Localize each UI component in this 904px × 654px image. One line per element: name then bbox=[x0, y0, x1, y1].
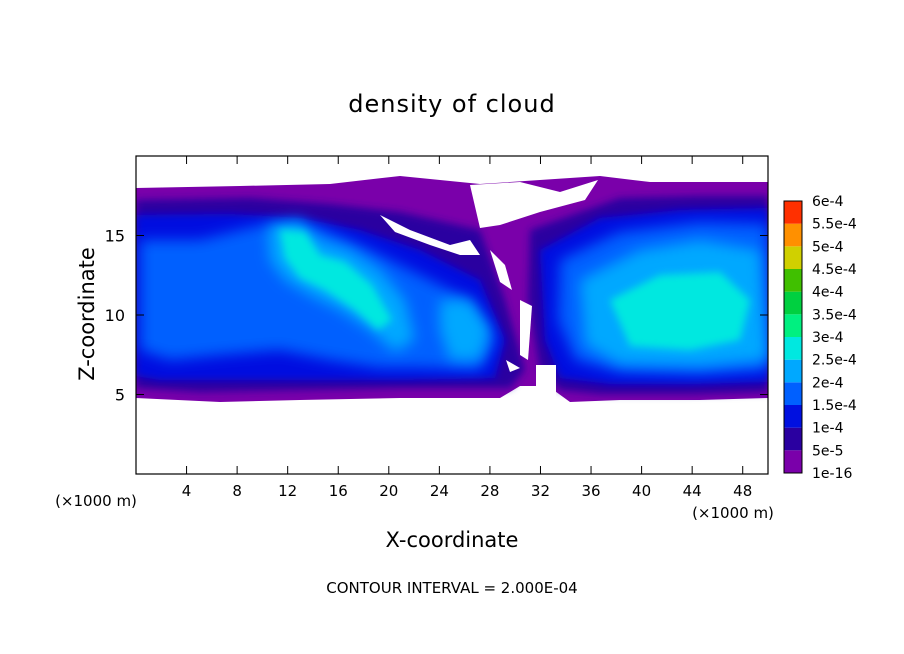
x-tick-label: 28 bbox=[480, 482, 499, 500]
x-tick-label: 4 bbox=[182, 482, 192, 500]
colorbar-label: 4.5e-4 bbox=[812, 262, 857, 278]
colorbar-swatch bbox=[784, 291, 802, 315]
plot-area bbox=[136, 176, 768, 402]
y-tick-label: 15 bbox=[105, 227, 125, 246]
x-tick-label: 8 bbox=[232, 482, 242, 500]
clear-air-gaps bbox=[380, 180, 598, 400]
x-axis-label: X-coordinate bbox=[386, 528, 519, 552]
colorbar-swatch bbox=[784, 314, 802, 337]
x-tick-label: 12 bbox=[278, 482, 297, 500]
contour-interval-note: CONTOUR INTERVAL = 2.000E-04 bbox=[326, 579, 577, 597]
x-tick-label: 48 bbox=[733, 482, 752, 500]
colorbar-label: 6e-4 bbox=[812, 194, 844, 210]
colorbar-frame bbox=[783, 200, 803, 474]
colorbar-label: 3e-4 bbox=[812, 330, 844, 346]
x-tick-label: 40 bbox=[632, 482, 651, 500]
colorbar-swatch bbox=[784, 269, 802, 292]
colorbar-label: 5.5e-4 bbox=[812, 217, 857, 233]
colorbar-label: 5e-4 bbox=[812, 239, 844, 255]
colorbar-swatch bbox=[784, 382, 802, 405]
colorbar-label: 3.5e-4 bbox=[812, 307, 857, 323]
y-axis-label: Z-coordinate bbox=[75, 247, 99, 381]
colorbar-swatch bbox=[784, 201, 802, 224]
y-tick-label: 5 bbox=[115, 386, 125, 405]
colorbar-swatch bbox=[784, 359, 802, 383]
colorbar-label: 1e-4 bbox=[812, 421, 844, 437]
x-unit-left: (×1000 m) bbox=[55, 492, 137, 510]
x-tick-label: 20 bbox=[379, 482, 398, 500]
colorbar-label: 1.5e-4 bbox=[812, 398, 857, 414]
y-tick-label: 10 bbox=[105, 306, 125, 325]
colorbar-swatch bbox=[784, 223, 802, 247]
chart-title: density of cloud bbox=[348, 90, 555, 118]
colorbar-swatch bbox=[784, 337, 802, 360]
x-tick-label: 16 bbox=[329, 482, 348, 500]
colorbar-label: 5e-5 bbox=[812, 443, 843, 459]
x-tick-label: 24 bbox=[430, 482, 449, 500]
x-tick-label: 32 bbox=[531, 482, 550, 500]
colorbar-swatch bbox=[784, 450, 802, 473]
x-tick-label: 44 bbox=[683, 482, 702, 500]
colorbar-swatch bbox=[784, 246, 802, 269]
colorbar-label: 4e-4 bbox=[812, 285, 844, 301]
x-unit-right: (×1000 m) bbox=[692, 504, 774, 522]
colorbar-swatch bbox=[784, 405, 802, 428]
x-tick-label: 36 bbox=[581, 482, 600, 500]
colorbar-swatch bbox=[784, 427, 802, 451]
x-axis: 4 8 12 16 20 24 28 32 36 40 44 48 bbox=[182, 156, 752, 500]
colorbar-label: 2e-4 bbox=[812, 375, 844, 391]
colorbar: 6e-4 5.5e-4 5e-4 4.5e-4 4e-4 3.5e-4 3e-4 2.5e-4… bbox=[783, 194, 857, 482]
colorbar-label: 2.5e-4 bbox=[812, 353, 857, 369]
cloud-layer-peak bbox=[280, 230, 750, 350]
colorbar-label: 1e-16 bbox=[812, 466, 852, 482]
y-axis: 5 10 15 bbox=[105, 227, 768, 405]
